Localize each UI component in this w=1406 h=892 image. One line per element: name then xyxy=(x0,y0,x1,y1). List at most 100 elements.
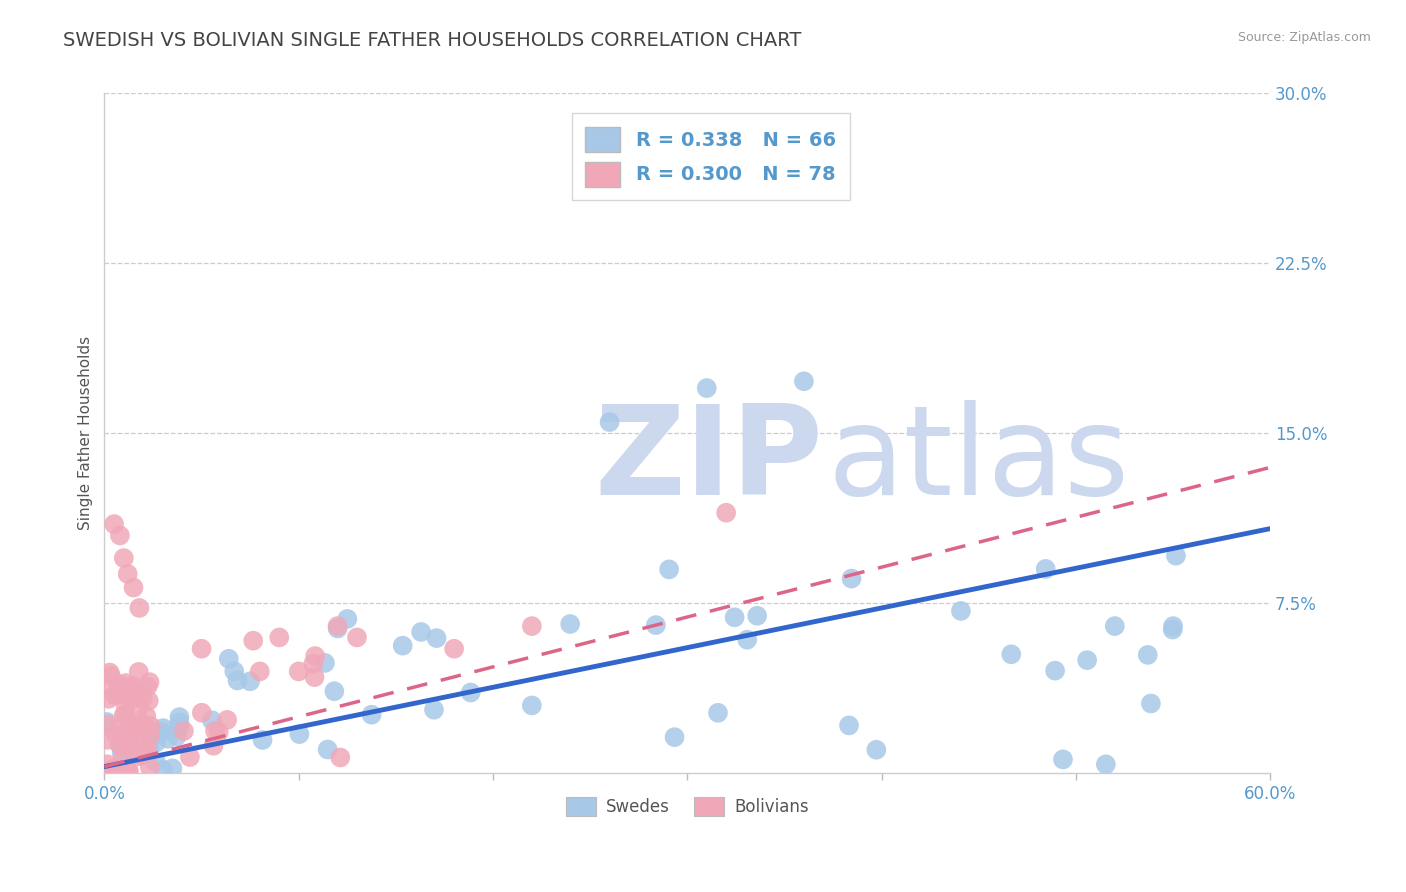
Point xyxy=(391,639,413,653)
Point xyxy=(120,738,142,752)
Point xyxy=(145,727,167,741)
Point xyxy=(1000,648,1022,662)
Point xyxy=(100,669,122,683)
Text: Source: ZipAtlas.com: Source: ZipAtlas.com xyxy=(1237,31,1371,45)
Point xyxy=(423,703,446,717)
Point xyxy=(122,581,145,595)
Point xyxy=(329,750,352,764)
Point xyxy=(314,656,336,670)
Point xyxy=(114,698,136,713)
Point xyxy=(269,631,291,645)
Text: SWEDISH VS BOLIVIAN SINGLE FATHER HOUSEHOLDS CORRELATION CHART: SWEDISH VS BOLIVIAN SINGLE FATHER HOUSEH… xyxy=(63,31,801,50)
Point xyxy=(114,676,136,690)
Point xyxy=(98,681,121,695)
Point xyxy=(96,714,118,729)
Point xyxy=(104,727,127,741)
Point xyxy=(1161,619,1184,633)
Point xyxy=(156,731,179,746)
Point xyxy=(138,694,160,708)
Point xyxy=(949,604,972,618)
Point xyxy=(117,566,139,581)
Point xyxy=(131,691,153,706)
Point xyxy=(1043,664,1066,678)
Point xyxy=(599,415,621,429)
Point xyxy=(242,633,264,648)
Point xyxy=(110,687,132,701)
Point xyxy=(1052,752,1074,766)
Point xyxy=(520,698,543,713)
Point xyxy=(108,528,131,542)
Point xyxy=(1076,653,1098,667)
Point xyxy=(326,622,349,636)
Point xyxy=(132,745,155,759)
Point xyxy=(664,730,686,744)
Point xyxy=(145,755,167,769)
Point xyxy=(104,688,127,702)
Point xyxy=(128,749,150,764)
Point xyxy=(117,739,139,754)
Point xyxy=(1035,562,1057,576)
Point xyxy=(108,738,131,752)
Point xyxy=(111,747,134,761)
Point xyxy=(136,680,159,694)
Point xyxy=(118,764,141,779)
Point xyxy=(707,706,730,720)
Legend: Swedes, Bolivians: Swedes, Bolivians xyxy=(560,790,815,823)
Point xyxy=(124,691,146,706)
Point xyxy=(560,617,582,632)
Point xyxy=(103,763,125,777)
Point xyxy=(162,761,184,775)
Point xyxy=(191,706,214,720)
Point xyxy=(1104,619,1126,633)
Point xyxy=(239,674,262,689)
Point xyxy=(202,739,225,753)
Point xyxy=(714,506,737,520)
Point xyxy=(226,673,249,688)
Point xyxy=(304,648,326,663)
Point xyxy=(169,715,191,730)
Y-axis label: Single Father Households: Single Father Households xyxy=(79,336,93,531)
Point xyxy=(103,762,125,776)
Point xyxy=(97,732,120,747)
Point xyxy=(152,721,174,735)
Point xyxy=(346,631,368,645)
Point xyxy=(443,641,465,656)
Point xyxy=(166,729,188,743)
Point xyxy=(208,725,231,739)
Text: ZIP: ZIP xyxy=(595,401,823,521)
Point xyxy=(121,679,143,693)
Point xyxy=(793,374,815,388)
Point xyxy=(316,742,339,756)
Point xyxy=(118,738,141,752)
Point xyxy=(139,719,162,733)
Point xyxy=(190,641,212,656)
Point xyxy=(96,717,118,731)
Text: atlas: atlas xyxy=(827,401,1129,521)
Point xyxy=(336,612,359,626)
Point xyxy=(1140,697,1163,711)
Point xyxy=(252,733,274,747)
Point xyxy=(150,724,173,739)
Point xyxy=(287,665,309,679)
Point xyxy=(723,610,745,624)
Point xyxy=(288,727,311,741)
Point xyxy=(173,724,195,739)
Point xyxy=(128,665,150,679)
Point xyxy=(838,718,860,732)
Point xyxy=(135,742,157,756)
Point xyxy=(145,735,167,749)
Point xyxy=(97,691,120,706)
Point xyxy=(1136,648,1159,662)
Point xyxy=(865,743,887,757)
Point xyxy=(360,707,382,722)
Point xyxy=(128,601,150,615)
Point xyxy=(152,763,174,777)
Point xyxy=(112,708,135,723)
Point xyxy=(204,723,226,738)
Point xyxy=(114,689,136,703)
Point xyxy=(425,631,447,645)
Point xyxy=(658,562,681,576)
Point xyxy=(217,713,239,727)
Point xyxy=(141,724,163,739)
Point xyxy=(1095,757,1118,772)
